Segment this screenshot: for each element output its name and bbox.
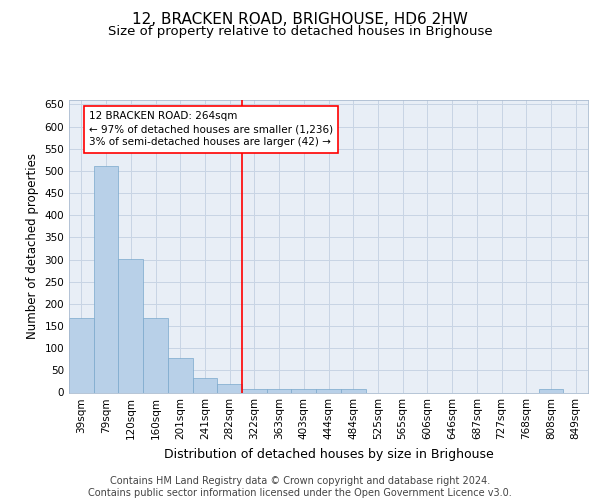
Text: Size of property relative to detached houses in Brighouse: Size of property relative to detached ho… [107,25,493,38]
Bar [69,318,94,392]
Y-axis label: Number of detached properties: Number of detached properties [26,153,39,340]
Text: 12, BRACKEN ROAD, BRIGHOUSE, HD6 2HW: 12, BRACKEN ROAD, BRIGHOUSE, HD6 2HW [132,12,468,28]
Bar [168,358,193,392]
Bar [267,389,292,392]
Bar [316,389,341,392]
Text: Contains public sector information licensed under the Open Government Licence v3: Contains public sector information licen… [88,488,512,498]
Bar [341,389,365,392]
Bar [94,166,118,392]
Bar [539,389,563,392]
Bar [143,318,168,392]
Text: 12 BRACKEN ROAD: 264sqm
← 97% of detached houses are smaller (1,236)
3% of semi-: 12 BRACKEN ROAD: 264sqm ← 97% of detache… [89,111,333,148]
Bar [118,259,143,392]
Bar [292,389,316,392]
X-axis label: Distribution of detached houses by size in Brighouse: Distribution of detached houses by size … [164,448,493,461]
Bar [217,384,242,392]
Text: Contains HM Land Registry data © Crown copyright and database right 2024.: Contains HM Land Registry data © Crown c… [110,476,490,486]
Bar [193,378,217,392]
Bar [242,389,267,392]
